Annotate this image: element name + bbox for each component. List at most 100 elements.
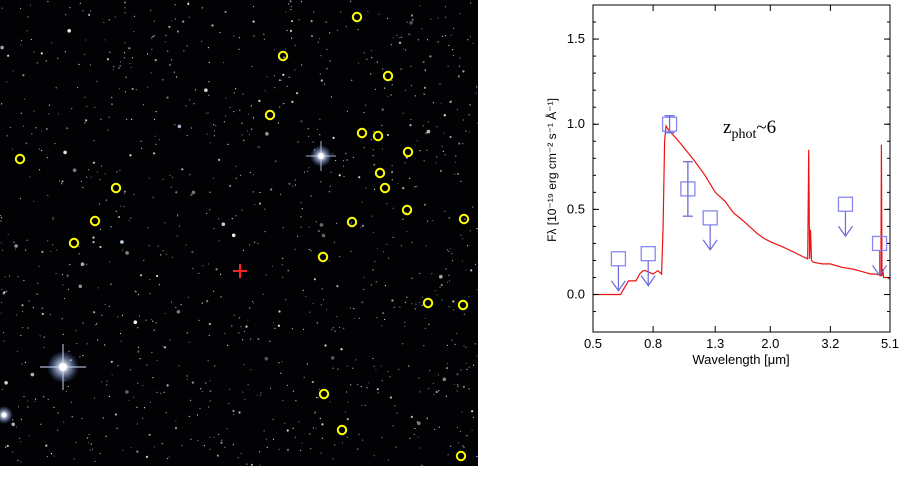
background-star	[459, 430, 461, 433]
background-star	[286, 384, 288, 386]
background-star	[21, 304, 24, 307]
background-star	[301, 208, 303, 210]
background-star	[410, 14, 413, 17]
background-star	[220, 273, 222, 275]
background-star	[426, 149, 428, 151]
background-star	[163, 346, 166, 349]
background-star	[423, 93, 425, 95]
background-star	[143, 259, 145, 261]
background-star	[140, 140, 142, 142]
background-star	[14, 244, 18, 248]
background-star	[17, 459, 19, 461]
background-star	[434, 428, 436, 431]
background-star	[114, 16, 116, 18]
background-star	[391, 84, 393, 86]
background-star	[289, 0, 292, 3]
background-star	[326, 308, 328, 310]
background-star	[124, 12, 126, 14]
yellow-circle-candidate	[264, 109, 276, 121]
background-star	[52, 217, 54, 219]
background-star	[2, 332, 5, 334]
background-star	[346, 436, 348, 438]
background-star	[78, 284, 83, 289]
background-star	[435, 390, 438, 394]
background-star	[206, 133, 208, 135]
background-star	[25, 142, 28, 145]
background-star	[332, 367, 334, 369]
background-star	[156, 274, 159, 278]
background-star	[300, 1, 303, 3]
background-star	[410, 118, 412, 121]
background-star	[209, 436, 211, 438]
background-star	[130, 66, 132, 69]
background-star	[300, 202, 302, 204]
background-star	[85, 119, 88, 122]
background-star	[132, 57, 134, 59]
background-star	[122, 449, 124, 451]
background-star	[315, 427, 317, 429]
background-star	[415, 303, 417, 305]
background-star	[360, 386, 362, 388]
background-star	[278, 448, 280, 450]
background-star	[298, 421, 300, 423]
background-star	[298, 19, 300, 21]
background-star	[272, 418, 274, 421]
yellow-circle-candidate	[318, 388, 330, 400]
background-star	[176, 213, 179, 215]
background-star	[325, 21, 327, 23]
background-star	[148, 177, 150, 179]
background-star	[402, 343, 404, 345]
background-star	[158, 139, 160, 141]
background-star	[169, 339, 171, 341]
background-star	[110, 360, 113, 363]
background-star	[420, 464, 424, 466]
background-star	[23, 279, 25, 282]
background-star	[232, 409, 235, 412]
background-star	[315, 396, 318, 399]
background-star	[125, 76, 127, 78]
background-star	[208, 81, 210, 83]
background-star	[411, 18, 414, 21]
background-star	[384, 318, 386, 321]
background-star	[166, 384, 169, 387]
background-star	[365, 104, 367, 106]
yellow-circle-candidate	[336, 424, 348, 436]
background-star	[233, 314, 235, 316]
background-star	[308, 166, 310, 169]
background-star	[335, 159, 337, 162]
background-star	[229, 184, 232, 187]
background-star	[469, 230, 471, 232]
y-tick-label: 0.0	[567, 287, 585, 302]
background-star	[229, 388, 231, 390]
background-star	[392, 37, 394, 39]
background-star	[36, 62, 38, 64]
background-star	[282, 73, 285, 76]
upper-limit-marker	[871, 235, 888, 277]
background-star	[125, 251, 129, 255]
background-star	[148, 245, 150, 247]
background-star	[439, 83, 441, 85]
background-star	[220, 296, 222, 298]
background-star	[404, 301, 407, 303]
background-star	[444, 154, 446, 156]
background-star	[448, 250, 450, 253]
background-star	[413, 433, 415, 436]
photometry-point	[661, 115, 678, 134]
background-star	[231, 325, 233, 327]
background-star	[137, 382, 139, 384]
background-star	[423, 160, 425, 162]
background-star	[155, 322, 157, 324]
background-star	[134, 290, 137, 293]
background-star	[358, 317, 360, 319]
background-star	[145, 319, 147, 321]
background-star	[84, 53, 86, 55]
background-star	[445, 395, 447, 397]
background-star	[246, 130, 249, 132]
background-star	[218, 240, 220, 242]
background-star	[50, 250, 52, 252]
background-star	[12, 451, 14, 453]
background-star	[58, 180, 61, 182]
background-star	[391, 171, 394, 174]
background-star	[68, 350, 70, 352]
background-star	[33, 110, 35, 112]
